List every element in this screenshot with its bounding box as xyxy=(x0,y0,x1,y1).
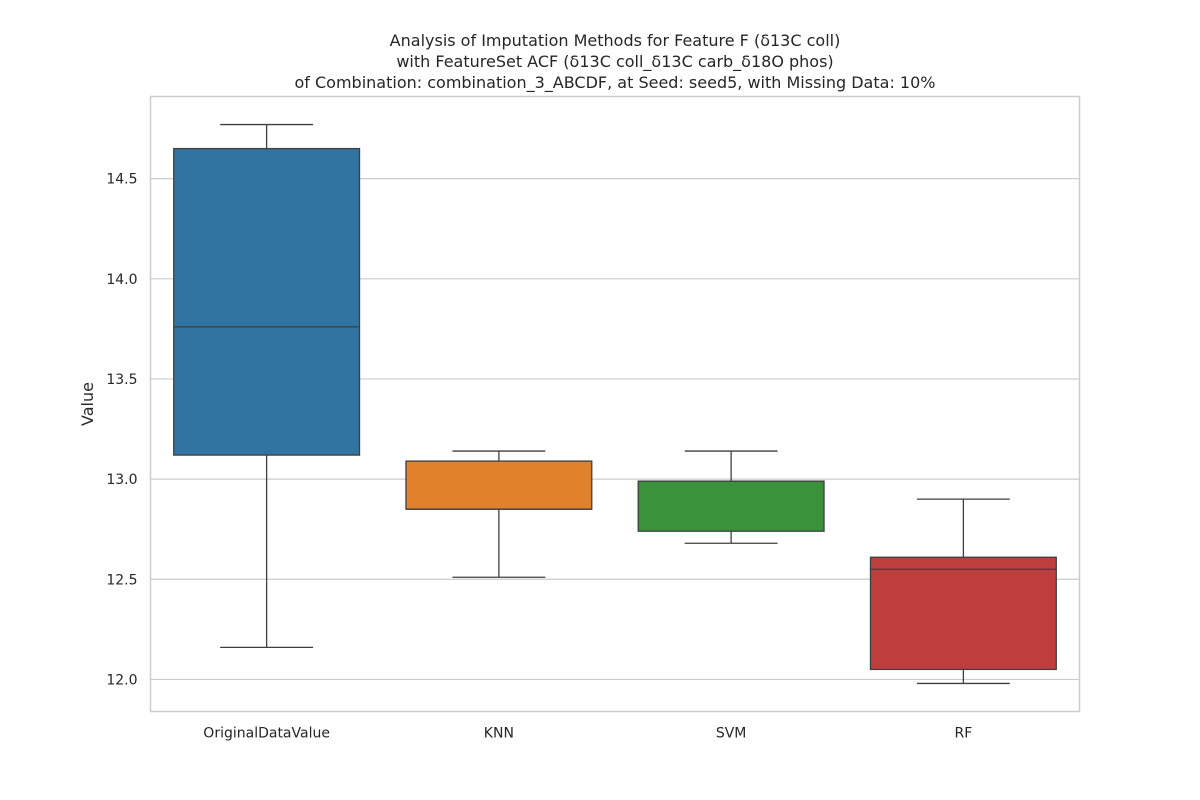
title-line-3: of Combination: combination_3_ABCDF, at … xyxy=(295,73,936,93)
x-tick-labels: OriginalDataValue KNN SVM RF xyxy=(203,726,972,742)
y-tick-label: 13.5 xyxy=(106,372,137,388)
box-group xyxy=(637,450,825,544)
box xyxy=(869,556,1057,671)
y-tick-labels: 12.0 12.5 13.0 13.5 14.0 14.5 xyxy=(106,172,137,689)
box-group xyxy=(869,498,1057,685)
x-tick-label: KNN xyxy=(484,726,514,742)
box-group xyxy=(173,123,361,649)
box-series xyxy=(173,123,1057,685)
chart-title: Analysis of Imputation Methods for Featu… xyxy=(295,31,936,93)
x-tick-label: OriginalDataValue xyxy=(203,726,330,742)
y-tick-label: 14.0 xyxy=(106,272,137,288)
y-tick-label: 14.5 xyxy=(106,172,137,188)
y-axis-label: Value xyxy=(78,382,97,426)
y-tick-label: 12.0 xyxy=(106,672,137,688)
x-tick-label: SVM xyxy=(716,726,747,742)
box xyxy=(405,460,593,510)
box-group xyxy=(405,450,593,578)
title-line-2: with FeatureSet ACF (δ13C coll_δ13C carb… xyxy=(396,52,833,72)
plot-frame xyxy=(149,95,1081,713)
box xyxy=(173,147,361,456)
box xyxy=(637,480,825,532)
x-tick-label: RF xyxy=(954,726,972,742)
y-tick-label: 13.0 xyxy=(106,472,137,488)
title-line-1: Analysis of Imputation Methods for Featu… xyxy=(390,31,841,50)
y-tick-label: 12.5 xyxy=(106,572,137,588)
